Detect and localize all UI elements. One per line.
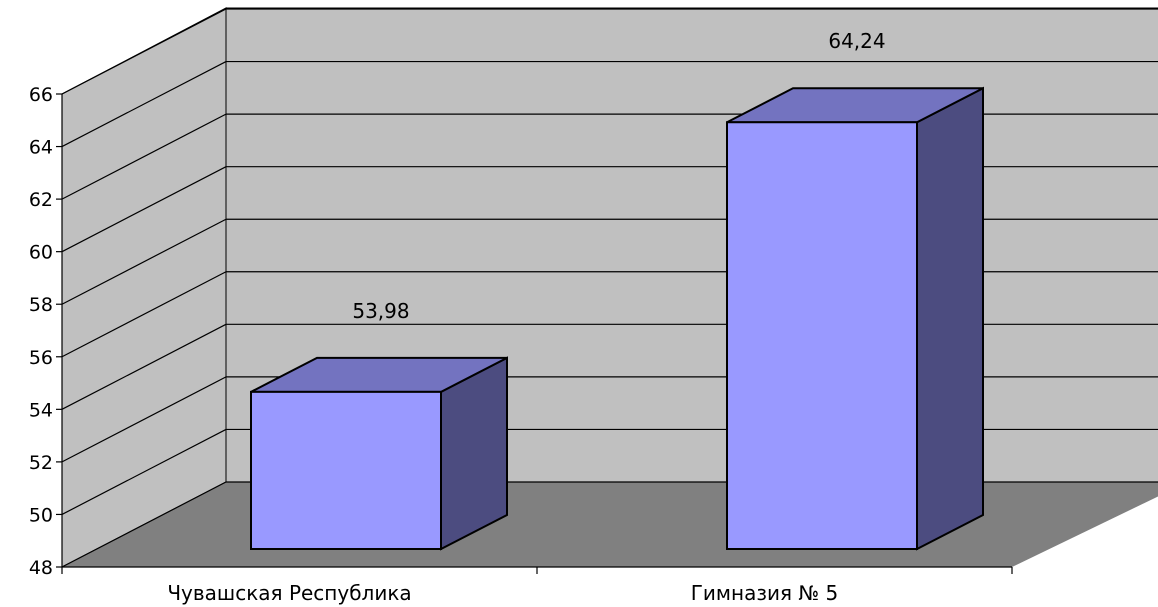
bar-side-face bbox=[916, 86, 984, 551]
y-tick-label: 48 bbox=[29, 557, 53, 579]
y-tick-label: 66 bbox=[29, 84, 53, 106]
gridline-side bbox=[61, 428, 227, 515]
bar-front-face bbox=[250, 390, 442, 550]
gridline-side bbox=[61, 166, 227, 253]
data-labels: 53,98 64,24 bbox=[352, 29, 885, 323]
gridline-side bbox=[61, 113, 227, 200]
chart-walls bbox=[61, 7, 1158, 568]
gridline-side bbox=[61, 323, 227, 410]
y-tick-label: 54 bbox=[29, 399, 53, 421]
gridline-side bbox=[61, 8, 227, 95]
bar-2 bbox=[726, 86, 984, 551]
gridline-side bbox=[61, 271, 227, 358]
y-tick-label: 58 bbox=[29, 294, 53, 316]
value-axis: 48 50 52 54 56 58 60 62 64 66 bbox=[29, 84, 63, 579]
y-tick-label: 52 bbox=[29, 452, 53, 474]
y-tick-label: 50 bbox=[29, 504, 53, 526]
gridline-side bbox=[61, 481, 227, 568]
category-label-2: Гимназия № 5 bbox=[691, 581, 839, 605]
category-axis: Чувашская Республика Гимназия № 5 bbox=[61, 566, 1013, 605]
category-label-1: Чувашская Республика bbox=[167, 581, 411, 605]
bars bbox=[250, 86, 984, 551]
y-tick-label: 60 bbox=[29, 242, 53, 264]
y-tick-label: 62 bbox=[29, 189, 53, 211]
bar-front-face bbox=[726, 121, 918, 550]
y-tick-label: 56 bbox=[29, 347, 53, 369]
gridline-side bbox=[61, 218, 227, 305]
data-label-1: 53,98 bbox=[352, 299, 409, 323]
bar-1 bbox=[250, 356, 508, 551]
gridline-side bbox=[61, 376, 227, 463]
gridline-side bbox=[61, 61, 227, 148]
floor bbox=[62, 482, 1158, 567]
y-tick-label: 64 bbox=[29, 137, 53, 159]
side-wall bbox=[61, 7, 227, 568]
data-label-2: 64,24 bbox=[828, 29, 885, 53]
